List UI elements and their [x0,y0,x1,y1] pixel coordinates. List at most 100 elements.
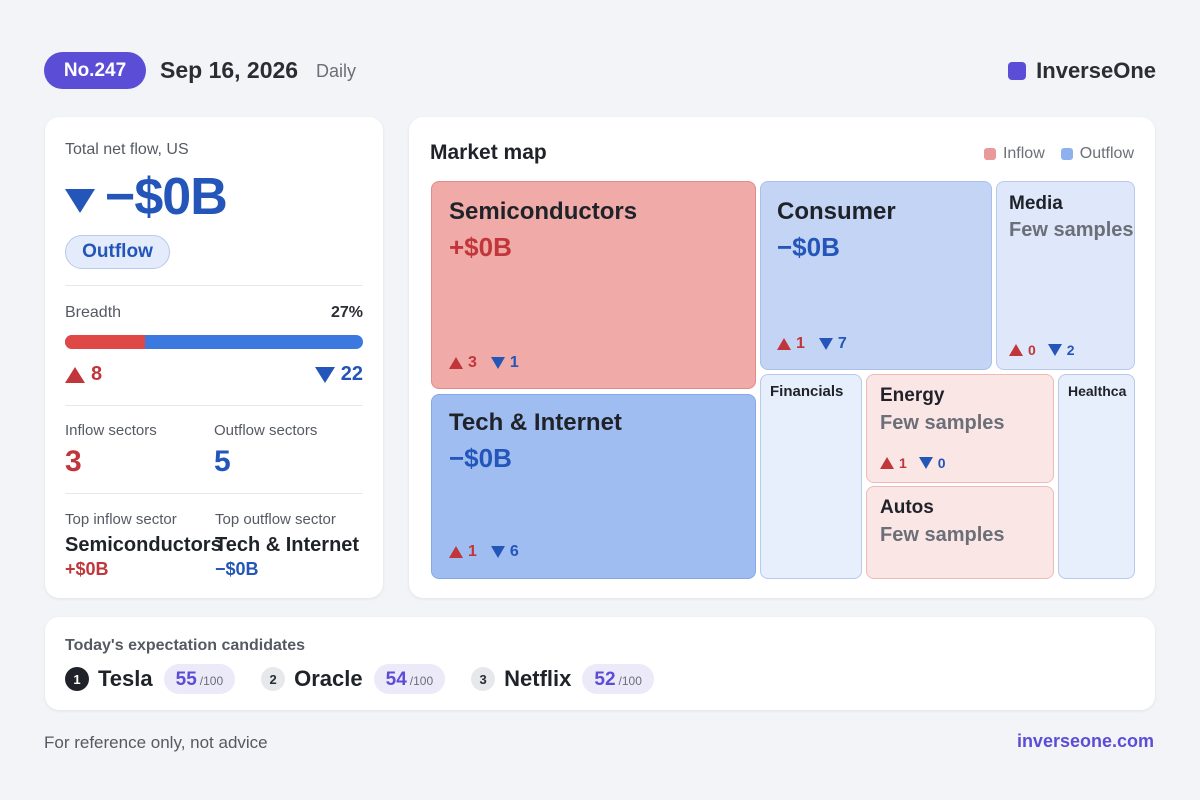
brand[interactable]: InverseOne [1008,58,1156,84]
tile-semiconductors[interactable]: Semiconductors +$0B 3 1 [431,181,756,389]
breadth-bar-fill [65,335,146,349]
tile-down-count: 2 [1066,342,1075,358]
up-arrow-icon [777,338,791,350]
breadth-counts: 8 22 [65,363,363,386]
header: No.247 Sep 16, 2026 Daily InverseOne [44,52,1156,90]
up-arrow-icon [449,357,463,369]
candidate-item[interactable]: 3 Netflix 52 /100 [471,664,654,694]
tile-value: −$0B [449,443,512,473]
candidate-rank: 2 [261,667,286,691]
tile-consumer[interactable]: Consumer −$0B 1 7 [760,181,992,370]
tile-up-count: 1 [899,455,907,471]
top-inflow-value: +$0B [65,559,109,579]
breadth-label: Breadth [65,304,122,321]
tile-media[interactable]: Media Few samples 0 2 [996,181,1135,370]
candidate-score: 55 /100 [163,664,236,694]
divider [65,493,363,494]
outflow-sectors-count: 5 [214,445,231,478]
legend-inflow-label: Inflow [1002,145,1045,162]
disclaimer: For reference only, not advice [44,733,268,752]
top-outflow-value: −$0B [215,559,259,579]
divider [65,405,363,406]
top-inflow-name: Semiconductors [65,534,222,556]
down-arrow-icon [490,546,505,558]
top-sectors: Top inflow sector Semiconductors +$0B To… [65,511,363,580]
tile-down-count: 1 [509,354,519,371]
tile-financials[interactable]: Financials [760,374,862,579]
direction-pill: Outflow [65,235,170,269]
summary-card: Total net flow, US −$0B Outflow Breadth … [45,117,383,598]
inflow-sectors-label: Inflow sectors [65,422,157,439]
candidate-score-value: 54 [385,669,407,690]
tile-name: Financials [770,383,844,400]
down-arrow-icon [818,338,833,350]
tile-down-count: 7 [837,335,847,352]
tile-name: Healthca [1068,383,1127,399]
inflow-sectors-count: 3 [65,445,82,478]
top-inflow-sector: Top inflow sector Semiconductors +$0B [65,511,222,580]
tile-counts: 0 2 [1009,342,1075,358]
market-map-title: Market map [430,141,547,164]
tile-up-count: 3 [468,354,477,371]
tile-value: Few samples [880,412,1005,434]
outflow-sectors-label: Outflow sectors [214,422,318,439]
tile-name: Tech & Internet [449,409,622,436]
tile-tech-internet[interactable]: Tech & Internet −$0B 1 6 [431,394,756,579]
tile-up-count: 1 [796,335,805,352]
tile-autos[interactable]: Autos Few samples [866,486,1054,579]
net-flow-title: Total net flow, US [65,141,189,158]
report-period: Daily [316,61,357,81]
tile-value: Few samples [1009,219,1134,241]
tile-healthcare[interactable]: Healthca [1058,374,1135,579]
candidate-name: Tesla [98,666,153,691]
candidate-score-max: /100 [409,674,434,688]
up-arrow-icon [880,457,894,469]
candidate-score: 54 /100 [373,664,446,694]
site-link[interactable]: inverseone.com [1016,731,1154,751]
candidates-card: Today's expectation candidates 1 Tesla 5… [45,617,1155,710]
down-arrow-icon [65,189,95,213]
candidate-score-max: /100 [199,674,224,688]
report-date: Sep 16, 2026 [160,57,299,83]
tile-counts: 1 7 [777,335,847,353]
tile-value: −$0B [777,232,840,262]
candidate-name: Oracle [294,666,363,691]
tile-name: Semiconductors [449,198,638,225]
outflow-swatch-icon [1060,148,1073,160]
candidate-rank: 3 [471,667,496,691]
brand-logo-icon [1008,62,1027,80]
legend-outflow-label: Outflow [1079,145,1134,162]
down-count-value: 22 [340,363,363,385]
net-flow-amount: −$0B [105,168,228,226]
tile-counts: 3 1 [449,354,519,372]
candidates-list: 1 Tesla 55 /100 2 Oracle 54 /100 3 Netfl… [65,664,680,694]
breadth-percent: 27% [330,304,363,321]
tile-down-count: 6 [509,543,519,560]
tile-counts: 1 0 [880,455,946,471]
candidate-score: 52 /100 [582,664,654,694]
down-arrow-icon [314,366,335,383]
tile-counts: 1 6 [449,543,519,561]
top-outflow-sector: Top outflow sector Tech & Internet −$0B [215,511,363,580]
candidate-name: Netflix [504,666,572,691]
inflow-sectors: Inflow sectors 3 [65,422,214,479]
tile-name: Consumer [777,198,896,225]
top-inflow-label: Top inflow sector [65,511,177,528]
net-flow-value: −$0B [65,167,363,227]
down-arrow-icon [1047,344,1062,356]
sector-counts: Inflow sectors 3 Outflow sectors 5 [65,422,363,479]
top-outflow-label: Top outflow sector [215,511,336,528]
candidate-item[interactable]: 1 Tesla 55 /100 [65,664,236,694]
down-arrow-icon [490,357,505,369]
inflow-swatch-icon [983,148,996,160]
market-map-legend: Inflow Outflow [983,145,1134,163]
tile-energy[interactable]: Energy Few samples 1 0 [866,374,1054,483]
down-count: 22 [314,363,363,386]
candidate-score-value: 52 [594,669,616,690]
up-arrow-icon [1009,344,1023,356]
tile-up-count: 0 [1028,342,1036,358]
top-outflow-name: Tech & Internet [215,534,360,556]
candidate-rank: 1 [65,667,89,691]
tile-down-count: 0 [937,455,946,471]
candidate-item[interactable]: 2 Oracle 54 /100 [261,664,446,694]
